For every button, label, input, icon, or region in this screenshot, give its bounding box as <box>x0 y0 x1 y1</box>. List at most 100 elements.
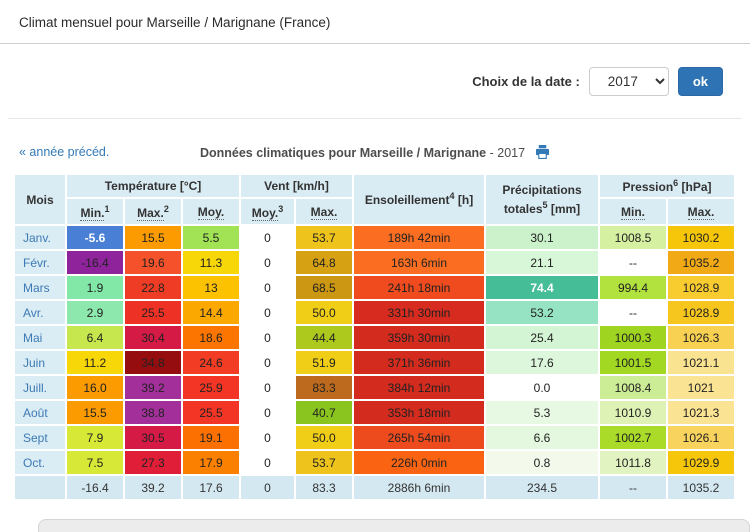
value-cell: 17.9 <box>183 451 239 474</box>
table-row: Sept 7.9 30.5 19.1 0 50.0 265h 54min 6.6 1002.7 1… <box>15 426 734 449</box>
value-cell: 74.4 <box>486 276 598 299</box>
table-row: Mars 1.9 22.8 13 0 68.5 241h 18min 74.4 994.4 102… <box>15 276 734 299</box>
value-cell: 265h 54min <box>354 426 484 449</box>
month-cell[interactable]: Juin <box>15 351 65 374</box>
value-cell: 15.5 <box>67 401 123 424</box>
month-cell[interactable]: Mars <box>15 276 65 299</box>
summary-value-cell: 39.2 <box>125 476 181 499</box>
value-cell: 353h 18min <box>354 401 484 424</box>
summary-value-cell: 17.6 <box>183 476 239 499</box>
value-cell: 68.5 <box>296 276 352 299</box>
value-cell: 7.9 <box>67 426 123 449</box>
month-cell[interactable]: Févr. <box>15 251 65 274</box>
subheader-pression-min: Min. <box>600 199 666 224</box>
table-caption-row: « année précéd. Données climatiques pour… <box>0 145 750 163</box>
value-cell: 359h 30min <box>354 326 484 349</box>
printer-icon[interactable] <box>535 145 550 162</box>
summary-value-cell: 0 <box>241 476 294 499</box>
value-cell: 14.4 <box>183 301 239 324</box>
value-cell: 0 <box>241 351 294 374</box>
month-cell[interactable]: Août <box>15 401 65 424</box>
value-cell: 6.6 <box>486 426 598 449</box>
value-cell: 6.4 <box>67 326 123 349</box>
value-cell: 25.5 <box>125 301 181 324</box>
value-cell: 40.7 <box>296 401 352 424</box>
value-cell: 0.8 <box>486 451 598 474</box>
value-cell: 25.4 <box>486 326 598 349</box>
month-cell[interactable]: Sept <box>15 426 65 449</box>
month-cell[interactable]: Avr. <box>15 301 65 324</box>
value-cell: 19.6 <box>125 251 181 274</box>
collapsed-panel-edge <box>38 519 750 532</box>
year-select[interactable]: 2017 <box>588 66 669 96</box>
value-cell: 1008.5 <box>600 226 666 249</box>
value-cell: 7.5 <box>67 451 123 474</box>
value-cell: -- <box>600 301 666 324</box>
value-cell: 22.8 <box>125 276 181 299</box>
value-cell: 1028.9 <box>668 276 734 299</box>
value-cell: 1002.7 <box>600 426 666 449</box>
value-cell: 17.6 <box>486 351 598 374</box>
value-cell: 83.3 <box>296 376 352 399</box>
table-row: Août 15.5 38.8 25.5 0 40.7 353h 18min 5.3 1010.9… <box>15 401 734 424</box>
summary-value-cell: 234.5 <box>486 476 598 499</box>
value-cell: -- <box>600 251 666 274</box>
value-cell: 189h 42min <box>354 226 484 249</box>
section-divider <box>8 118 742 119</box>
month-cell[interactable]: Oct. <box>15 451 65 474</box>
value-cell: 1030.2 <box>668 226 734 249</box>
value-cell: 1035.2 <box>668 251 734 274</box>
value-cell: 13 <box>183 276 239 299</box>
value-cell: 38.8 <box>125 401 181 424</box>
value-cell: 50.0 <box>296 301 352 324</box>
value-cell: -16.4 <box>67 251 123 274</box>
value-cell: 53.7 <box>296 451 352 474</box>
summary-value-cell: 83.3 <box>296 476 352 499</box>
subheader-temp-max: Max.2 <box>125 199 181 224</box>
table-row: Janv. -5.6 15.5 5.5 0 53.7 189h 42min 30.1 1008.… <box>15 226 734 249</box>
value-cell: 0 <box>241 276 294 299</box>
value-cell: 1026.3 <box>668 326 734 349</box>
col-header-pression: Pression6 [hPa] <box>600 175 734 197</box>
caption-year: - 2017 <box>486 146 526 160</box>
value-cell: 1021.3 <box>668 401 734 424</box>
subheader-vent-max: Max. <box>296 199 352 224</box>
value-cell: 226h 0min <box>354 451 484 474</box>
col-header-mois: Mois <box>15 175 65 224</box>
value-cell: 21.1 <box>486 251 598 274</box>
summary-value-cell: -16.4 <box>67 476 123 499</box>
value-cell: 1008.4 <box>600 376 666 399</box>
month-cell[interactable]: Mai <box>15 326 65 349</box>
value-cell: 1028.9 <box>668 301 734 324</box>
value-cell: 44.4 <box>296 326 352 349</box>
date-chooser-label: Choix de la date : <box>472 73 580 89</box>
value-cell: 16.0 <box>67 376 123 399</box>
summary-month-cell <box>15 476 65 499</box>
month-cell[interactable]: Janv. <box>15 226 65 249</box>
value-cell: 1011.8 <box>600 451 666 474</box>
value-cell: 27.3 <box>125 451 181 474</box>
table-row: Juin 11.2 34.8 24.6 0 51.9 371h 36min 17.6 1001.… <box>15 351 734 374</box>
subheader-vent-moy: Moy.3 <box>241 199 294 224</box>
value-cell: 5.5 <box>183 226 239 249</box>
value-cell: 30.4 <box>125 326 181 349</box>
value-cell: 0.0 <box>486 376 598 399</box>
summary-value-cell: 1035.2 <box>668 476 734 499</box>
value-cell: 1029.9 <box>668 451 734 474</box>
value-cell: 331h 30min <box>354 301 484 324</box>
value-cell: 51.9 <box>296 351 352 374</box>
value-cell: 5.3 <box>486 401 598 424</box>
subheader-temp-moy: Moy. <box>183 199 239 224</box>
value-cell: 39.2 <box>125 376 181 399</box>
prev-year-link[interactable]: « année précéd. <box>19 145 110 159</box>
value-cell: 0 <box>241 326 294 349</box>
ok-button[interactable]: ok <box>677 66 723 96</box>
value-cell: 0 <box>241 401 294 424</box>
month-cell[interactable]: Juill. <box>15 376 65 399</box>
value-cell: 0 <box>241 251 294 274</box>
value-cell: 11.2 <box>67 351 123 374</box>
value-cell: 0 <box>241 226 294 249</box>
table-row: Févr. -16.4 19.6 11.3 0 64.8 163h 6min 21.1 -- 10… <box>15 251 734 274</box>
value-cell: 1026.1 <box>668 426 734 449</box>
value-cell: 24.6 <box>183 351 239 374</box>
